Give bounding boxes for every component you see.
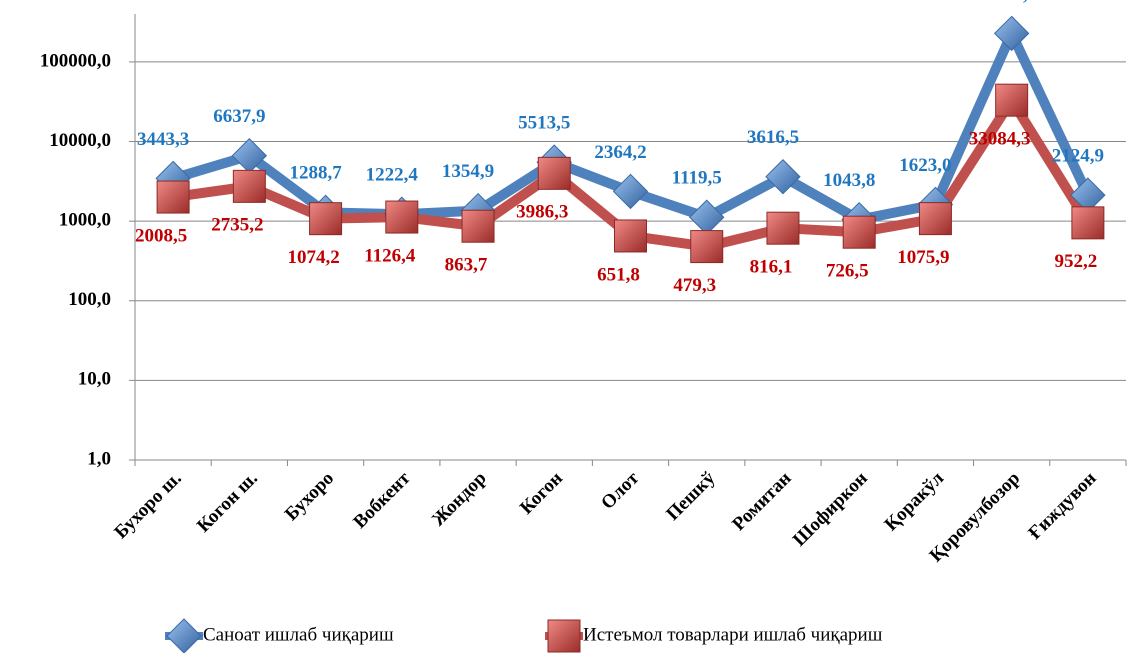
value-label: 3986,3 [516,202,568,223]
value-label: 33084,3 [969,129,1031,150]
value-label: 2735,2 [211,215,263,236]
marker [461,209,495,243]
x-tick-label: Жондор [428,468,491,531]
value-label: 2364,2 [594,142,646,163]
value-label: 5513,5 [518,112,570,133]
value-label: 952,2 [1055,251,1098,272]
y-tick-label: 100,0 [68,289,111,310]
y-tick-label: 100000,0 [40,50,111,71]
value-label: 1288,7 [289,163,342,184]
value-label: 2124,9 [1052,145,1104,166]
value-label: 228239,9 [966,0,1037,5]
marker [766,211,800,245]
value-label: 816,1 [750,257,793,278]
legend-label: Истеъмол товарлари ишлаб чиқариш [583,624,883,645]
marker [842,215,876,249]
x-tick-label: Бухоро [281,468,338,525]
legend-label: Саноат ишлаб чиқариш [203,624,394,645]
y-tick-label: 10,0 [78,369,111,390]
marker [690,230,724,264]
value-label: 1074,2 [287,247,339,268]
marker [537,156,571,190]
value-label: 1126,4 [364,245,416,266]
x-tick-label: Шофиркон [789,468,872,551]
x-tick-label: Вобкент [349,467,414,532]
value-label: 726,5 [826,261,869,282]
value-label: 3443,3 [137,129,189,150]
marker [232,169,266,203]
marker [166,618,202,653]
marker [156,180,190,214]
marker [993,15,1030,52]
y-tick-label: 1000,0 [59,210,111,231]
value-label: 1623,0 [899,155,951,176]
x-tick-label: Пешкў [662,467,719,524]
value-label: 1043,8 [823,170,875,191]
value-label: 1119,5 [672,168,722,189]
value-label: 6637,9 [213,106,265,127]
x-tick-label: Ғиждувон [1024,468,1100,544]
marker [547,619,581,653]
x-tick-label: Олот [597,467,643,513]
value-label: 863,7 [445,255,488,276]
x-tick-label: Когон [516,468,567,519]
value-label: 3616,5 [747,127,799,148]
value-label: 2008,5 [135,225,187,246]
marker [918,202,952,236]
x-tick-label: Когон ш. [193,468,262,537]
y-tick-label: 1,0 [87,448,111,469]
value-label: 1075,9 [897,247,949,268]
x-tick-label: Бухоро ш. [110,468,185,543]
marker [765,159,801,195]
value-label: 1354,9 [442,161,494,182]
marker [1071,206,1105,240]
marker [614,219,647,253]
marker [385,200,419,234]
marker [612,173,649,210]
x-tick-label: Ромитан [728,468,795,535]
value-label: 1222,4 [366,165,419,186]
marker [309,202,343,236]
y-tick-label: 10000,0 [49,130,111,151]
x-tick-label: Қоракўл [881,468,949,536]
value-label: 651,8 [597,264,640,285]
value-label: 479,3 [673,275,716,296]
marker [995,83,1029,117]
